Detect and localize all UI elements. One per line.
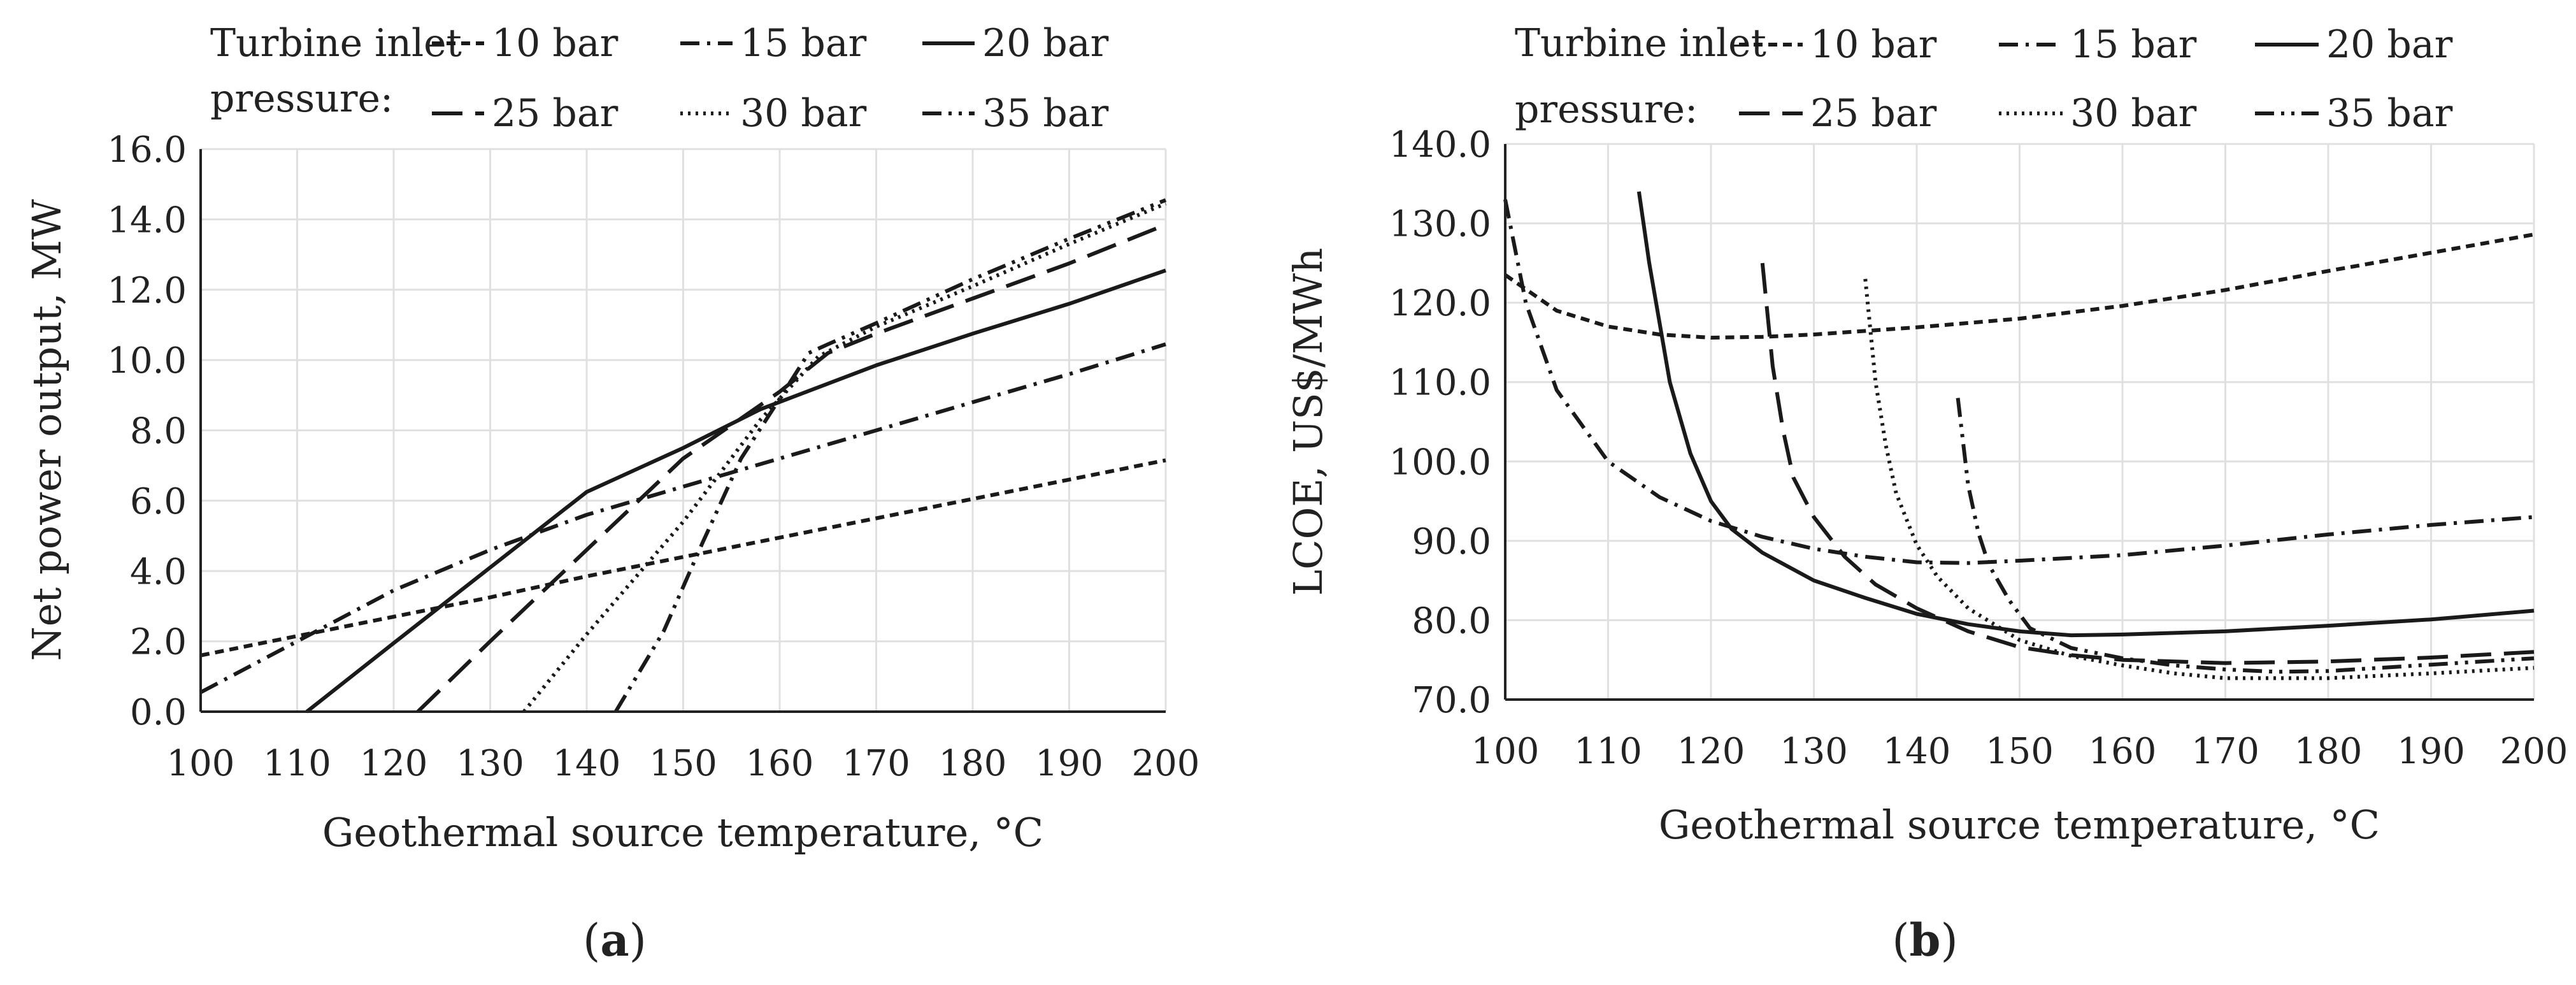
chart-panel-a: Turbine inlet pressure: 10 bar 15 bar 20 b…: [24, 21, 1199, 967]
x-tick-label-170: 170: [842, 743, 910, 784]
y-tick-labels: 70.0 80.0 90.0 100.0 110.0 120.0 130.0 140.0: [1389, 124, 1491, 721]
legend-label-35-bar: 35 bar: [982, 91, 1109, 136]
x-tick-labels: 100 110 120 130 140 150 160 170 180 190 200: [167, 743, 1200, 784]
gridlines: [1505, 143, 2535, 700]
y-axis-title: LCOE, US$/MWh: [1285, 248, 1331, 596]
x-tick-label-200: 200: [1132, 743, 1200, 784]
caption-close-paren: ): [1940, 914, 1957, 967]
panel-caption-b: (b): [1892, 914, 1958, 967]
legend-label-30-bar: 30 bar: [740, 91, 867, 136]
x-tick-label-100: 100: [1471, 731, 1540, 772]
y-tick-label-120.0: 120.0: [1389, 283, 1491, 324]
y-tick-label-16.0: 16.0: [107, 129, 187, 171]
plot-area-b: 100 110 120 130 140 150 160 170 180 190 200 70.0 80…: [1389, 124, 2568, 772]
legend-label-30-bar: 30 bar: [2070, 91, 2197, 136]
y-tick-label-130.0: 130.0: [1389, 204, 1491, 245]
legend-entries: 10 bar 15 bar 20 bar 25 bar 30 bar 35 bar: [1739, 22, 2453, 136]
series-line-10-bar: [1504, 233, 2535, 340]
y-tick-label-70.0: 70.0: [1412, 680, 1491, 721]
y-tick-label-8.0: 8.0: [130, 411, 187, 452]
legend-label-15-bar: 15 bar: [740, 21, 867, 66]
y-tick-label-6.0: 6.0: [130, 481, 187, 522]
legend-title-line-1: Turbine inlet: [210, 21, 462, 66]
y-tick-label-14.0: 14.0: [107, 199, 187, 241]
gridlines: [201, 148, 1167, 712]
panel-caption-a: (a): [583, 914, 647, 967]
y-tick-label-2.0: 2.0: [130, 622, 187, 663]
x-tick-label-190: 190: [1035, 743, 1103, 784]
legend-label-35-bar: 35 bar: [2326, 91, 2453, 136]
y-tick-label-140.0: 140.0: [1389, 124, 1491, 166]
legend-label-25-bar: 25 bar: [492, 91, 619, 136]
x-tick-label-110: 110: [263, 743, 331, 784]
x-tick-label-200: 200: [2500, 731, 2568, 772]
x-tick-label-160: 160: [2089, 731, 2157, 772]
legend-label-10-bar: 10 bar: [1810, 22, 1937, 67]
legend-label-15-bar: 15 bar: [2070, 22, 2197, 67]
x-tick-label-180: 180: [2294, 731, 2363, 772]
caption-letter: a: [600, 914, 629, 967]
x-tick-label-110: 110: [1574, 731, 1642, 772]
legend-entries: 10 bar 15 bar 20 bar 25 bar 30 bar 35 bar: [432, 21, 1109, 136]
x-tick-label-140: 140: [553, 743, 621, 784]
x-tick-label-150: 150: [649, 743, 717, 784]
series-line-30-bar: [1863, 278, 2535, 680]
legend-label-20-bar: 20 bar: [2326, 22, 2453, 67]
legend-title-line-2: pressure:: [210, 76, 393, 121]
series-line-10-bar: [200, 458, 1166, 658]
legend-label-20-bar: 20 bar: [982, 21, 1109, 66]
y-tick-labels: 0.0 2.0 4.0 6.0 8.0 10.0 12.0 14.0 16.0: [107, 129, 187, 733]
plot-area-a: 100 110 120 130 140 150 160 170 180 190 200 0.0 2.0…: [107, 129, 1199, 784]
x-tick-label-120: 120: [360, 743, 428, 784]
series-line-35-bar: [613, 198, 1167, 713]
y-tick-label-10.0: 10.0: [107, 340, 187, 382]
caption-close-paren: ): [629, 914, 647, 967]
y-tick-label-0.0: 0.0: [130, 692, 187, 733]
series-line-20-bar: [305, 268, 1166, 714]
series-layer: [1503, 191, 2535, 680]
x-tick-label-100: 100: [167, 743, 235, 784]
x-axis-title: Geothermal source temperature, °C: [1659, 802, 2380, 848]
caption-letter: b: [1910, 914, 1941, 967]
x-tick-label-120: 120: [1677, 731, 1745, 772]
x-axis-title: Geothermal source temperature, °C: [322, 809, 1043, 856]
x-tick-label-170: 170: [2191, 731, 2259, 772]
series-line-20-bar: [1636, 191, 2535, 638]
caption-open-paren: (: [583, 914, 600, 967]
legend-label-10-bar: 10 bar: [492, 21, 619, 66]
legend-label-25-bar: 25 bar: [1810, 91, 1937, 136]
x-tick-label-180: 180: [939, 743, 1007, 784]
y-tick-label-100.0: 100.0: [1389, 442, 1491, 483]
legend-a: Turbine inlet pressure: 10 bar 15 bar 20 b…: [210, 21, 1109, 136]
series-line-35-bar: [1956, 398, 2535, 674]
series-line-25-bar: [416, 222, 1167, 714]
y-tick-label-80.0: 80.0: [1412, 600, 1491, 642]
y-tick-label-110.0: 110.0: [1389, 363, 1491, 404]
y-tick-label-12.0: 12.0: [107, 270, 187, 312]
series-layer: [199, 198, 1167, 714]
chart-panel-b: Turbine inlet pressure: 10 bar 15 bar 20 b…: [1285, 21, 2568, 967]
x-tick-label-130: 130: [456, 743, 524, 784]
caption-open-paren: (: [1892, 914, 1909, 967]
x-tick-label-130: 130: [1780, 731, 1848, 772]
legend-title-line-2: pressure:: [1515, 87, 1698, 132]
legend-title-line-1: Turbine inlet: [1515, 21, 1766, 66]
series-line-15-bar: [1503, 199, 2535, 565]
series-line-25-bar: [1760, 262, 2535, 665]
x-tick-label-160: 160: [746, 743, 814, 784]
legend-b: Turbine inlet pressure: 10 bar 15 bar 20 b…: [1515, 21, 2453, 136]
x-tick-labels: 100 110 120 130 140 150 160 170 180 190 200: [1471, 731, 2568, 772]
y-axis-title: Net power output, MW: [24, 199, 70, 661]
x-tick-label-190: 190: [2397, 731, 2465, 772]
y-tick-label-90.0: 90.0: [1412, 521, 1491, 563]
x-tick-label-150: 150: [1986, 731, 2054, 772]
x-tick-label-140: 140: [1883, 731, 1951, 772]
y-tick-label-4.0: 4.0: [130, 551, 187, 593]
